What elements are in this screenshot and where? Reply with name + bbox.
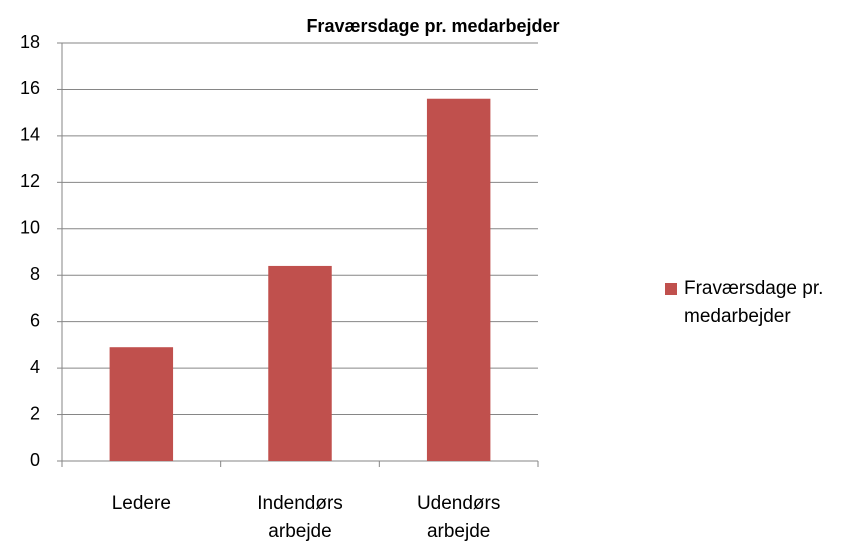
y-tick-label: 14: [20, 125, 40, 145]
bar: [109, 347, 174, 461]
legend-label: Fraværsdage pr. medarbejder: [684, 278, 824, 327]
x-tick-label: Ledere: [111, 493, 171, 514]
y-tick-label: 0: [30, 450, 40, 470]
x-tick-label: Indendørs arbejde: [257, 493, 343, 542]
y-tick-label: 10: [20, 218, 40, 238]
legend-swatch: [665, 283, 677, 295]
y-tick-label: 4: [30, 357, 40, 377]
y-tick-label: 16: [20, 78, 40, 98]
bar: [268, 265, 332, 461]
y-tick-label: 12: [20, 171, 40, 191]
y-tick-label: 18: [20, 32, 40, 52]
x-tick-label: Udendørs arbejde: [416, 493, 501, 542]
y-tick-label: 2: [30, 403, 40, 423]
bar: [426, 98, 491, 461]
y-tick-label: 6: [30, 310, 40, 330]
chart-title: Fraværsdage pr. medarbejder: [306, 16, 559, 36]
y-tick-label: 8: [30, 264, 40, 284]
